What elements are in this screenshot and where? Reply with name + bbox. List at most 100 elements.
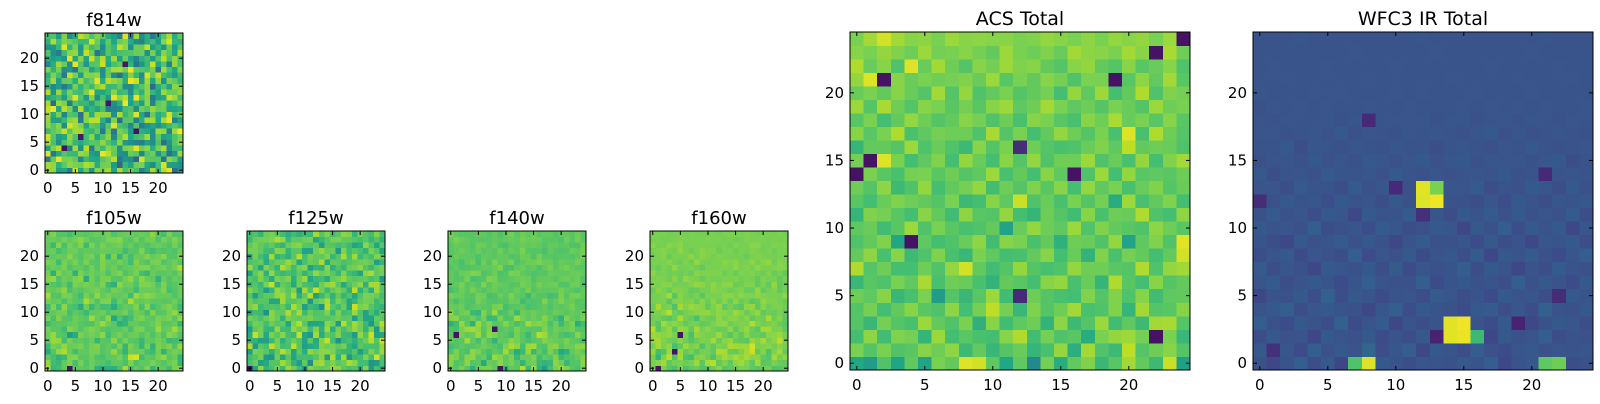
heatmap-cell [111,247,118,254]
heatmap-cell [324,247,331,254]
heatmap-cell [760,236,767,243]
heatmap-cell [1416,99,1431,114]
heatmap-cell [552,359,559,366]
heatmap-cell [738,343,745,349]
heatmap-cell [931,329,946,344]
heatmap-cell [160,139,167,146]
heatmap-cell [105,264,112,271]
heatmap-cell [453,359,460,366]
heatmap-cell [574,337,581,344]
heatmap-cell [285,236,292,243]
heatmap-cell [1402,180,1417,195]
heatmap-cell [171,61,178,67]
heatmap-cell [83,287,90,293]
heatmap-cell [302,247,309,254]
heatmap-cell [850,140,864,155]
heatmap-cell [683,242,689,249]
heatmap-cell [138,253,145,260]
heatmap-cell [1293,234,1308,249]
heatmap-cell [1135,275,1150,290]
heatmap-cell [514,247,521,254]
heatmap-cell [782,320,789,327]
heatmap-cell [877,329,892,344]
heatmap-cell [247,298,253,305]
heatmap-cell [379,359,386,366]
heatmap-cell [530,348,537,355]
heatmap-cell [166,270,173,277]
heatmap-cell [1293,356,1308,371]
heatmap-cell [1470,302,1485,317]
heatmap-cell [1321,275,1335,290]
heatmap-cell [721,259,728,265]
heatmap-cell [155,38,162,45]
heatmap-cell [904,356,919,371]
heatmap-cell [688,331,695,338]
heatmap-cell [269,275,275,282]
heatmap-cell [481,298,487,305]
heatmap-cell [1122,248,1136,263]
heatmap-cell [362,303,369,310]
heatmap-cell [552,236,559,243]
heatmap-cell [67,77,73,84]
heatmap-cell [138,281,145,288]
heatmap-cell [67,167,73,174]
heatmap-cell [127,161,134,168]
heatmap-cell [45,359,51,366]
heatmap-cell [111,331,118,338]
heatmap-cell [45,242,51,249]
heatmap-cell [1135,194,1150,209]
heatmap-cell [1389,167,1403,182]
heatmap-cell [78,117,84,123]
heatmap-cell [475,259,482,265]
heatmap-cell [83,337,90,344]
heatmap-cell [1443,113,1458,127]
heatmap-cell [67,303,73,310]
heatmap-cell [166,337,173,344]
heatmap-cell [105,100,112,107]
heatmap-cell [721,292,728,299]
heatmap-cell [160,133,167,140]
heatmap-cell [280,354,286,361]
heatmap-cell [105,150,112,157]
heatmap-cell [448,298,454,305]
heatmap-cell [177,331,184,338]
heatmap-cell [45,259,51,265]
heatmap-cell [357,270,364,277]
heatmap-cell [904,45,919,60]
heatmap-cell [329,298,336,305]
heatmap-cell [694,298,701,305]
heatmap-cell [699,275,706,282]
heatmap-cell [1429,288,1444,303]
heatmap-cell [569,247,576,254]
heatmap-cell [931,302,946,317]
heatmap-cell [863,288,878,303]
heatmap-cell [677,247,684,254]
heatmap-cell [94,139,101,146]
heatmap-cell [280,303,286,310]
heatmap-cell [335,298,342,305]
heatmap-cell [263,298,270,305]
heatmap-cell [776,242,783,249]
heatmap-cell [149,292,156,299]
heatmap-cell [1162,153,1177,168]
heatmap-cell [1429,140,1444,155]
heatmap-cell [78,94,84,101]
heatmap-cell [580,303,587,310]
heatmap-cell [111,242,118,249]
heatmap-cell [754,315,761,321]
heatmap-cell [346,326,353,333]
heatmap-cell [694,331,701,338]
heatmap-cell [492,337,499,344]
heatmap-cell [481,236,487,243]
heatmap-cell [252,236,259,243]
heatmap-cell [335,259,342,265]
heatmap-cell [45,94,51,101]
heatmap-cell [1094,315,1109,330]
heatmap-cell [335,281,342,288]
heatmap-cell [492,309,499,316]
heatmap-cell [166,72,173,79]
heatmap-cell [149,83,156,90]
heatmap-cell [1176,234,1191,249]
heatmap-cell [904,72,919,87]
heatmap-cell [351,343,358,349]
